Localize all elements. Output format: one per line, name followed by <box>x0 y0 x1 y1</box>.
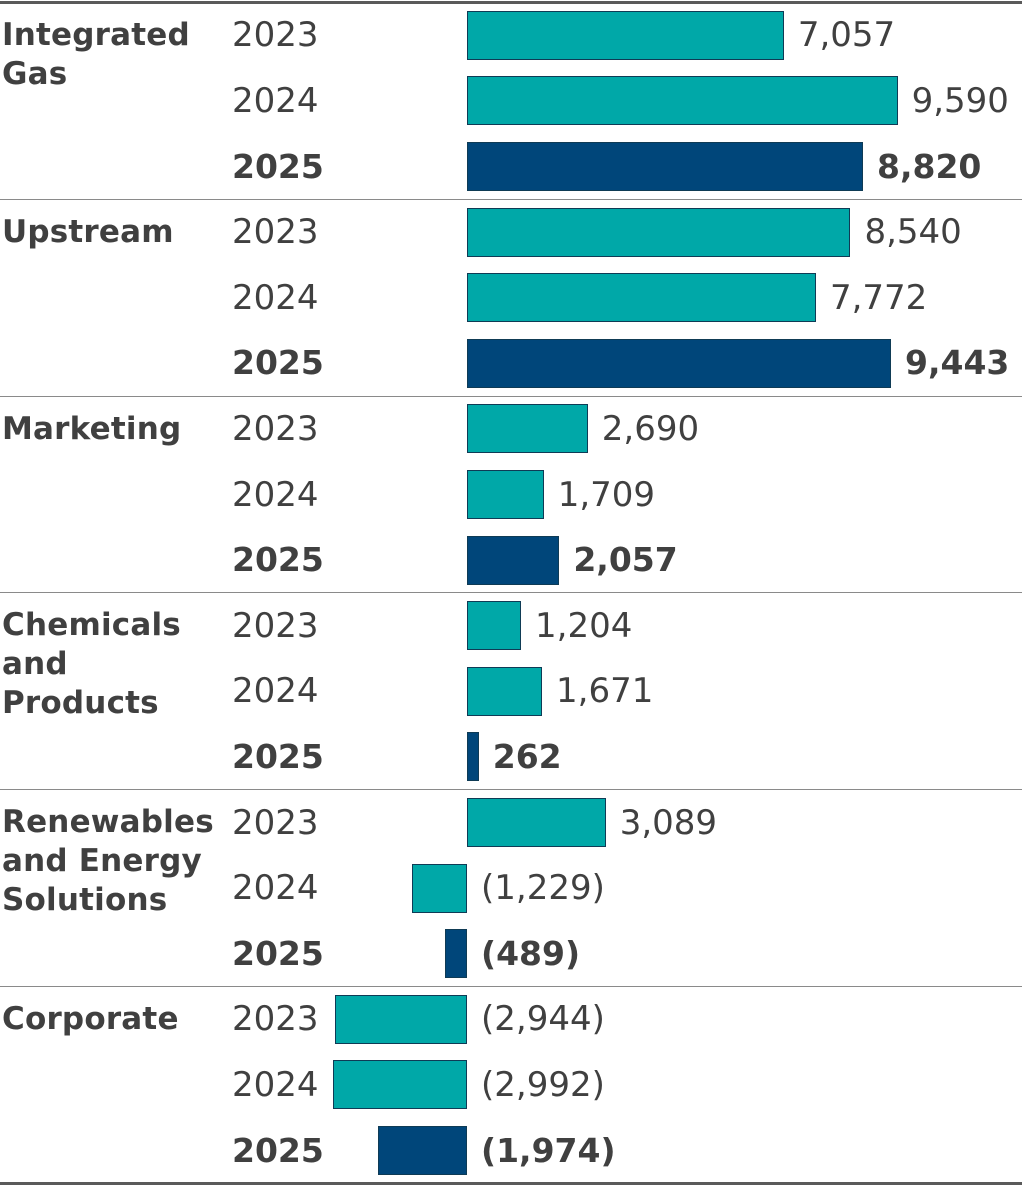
year-label: 2025 <box>232 343 324 383</box>
segment-label-line: Renewables <box>2 804 214 841</box>
data-label: (489) <box>481 933 581 973</box>
bar-2025 <box>467 732 479 782</box>
year-label: 2024 <box>232 1064 319 1105</box>
data-label: (2,992) <box>481 1064 605 1105</box>
segment-separator <box>0 789 1022 791</box>
bar-2023 <box>467 601 522 651</box>
year-label: 2025 <box>232 933 324 973</box>
year-label: 2023 <box>232 15 319 56</box>
bar-2024 <box>467 470 544 519</box>
segment-label: Corporate <box>2 1000 217 1039</box>
data-label: 3,089 <box>619 802 718 843</box>
segment-label: Renewables and Energy Solutions <box>2 803 217 920</box>
segment-label-line: Gas <box>2 56 68 92</box>
data-label: 7,057 <box>797 15 896 56</box>
segment-label: Upstream <box>2 213 217 252</box>
year-label: 2023 <box>232 999 319 1040</box>
segment-separator <box>0 592 1022 594</box>
bar-2024 <box>467 273 816 323</box>
segment-label-line: Marketing <box>2 410 182 447</box>
data-label: 262 <box>492 736 562 776</box>
data-label: 2,057 <box>573 540 678 580</box>
data-label: (1,229) <box>481 868 605 909</box>
data-label: 8,540 <box>864 212 962 253</box>
year-label: 2025 <box>232 146 324 186</box>
data-label: 9,443 <box>904 343 1010 383</box>
bar-2024 <box>467 666 543 716</box>
data-label: 8,820 <box>877 146 982 186</box>
segment-label: Marketing <box>2 410 217 449</box>
year-label: 2024 <box>232 80 319 121</box>
year-label: 2025 <box>232 540 324 580</box>
bar-2025 <box>467 338 891 388</box>
data-label: (2,944) <box>481 999 605 1040</box>
bar-2023 <box>467 798 606 847</box>
segment-label: Integrated Gas <box>2 16 217 94</box>
bar-2023 <box>334 994 467 1044</box>
data-label: 7,772 <box>829 277 928 318</box>
year-label: 2023 <box>232 212 319 253</box>
bar-2024 <box>467 76 898 126</box>
segment-label-line: Corporate <box>2 1001 179 1037</box>
data-label: 1,709 <box>557 474 656 515</box>
segment-label-line: Solutions <box>2 882 168 919</box>
data-label: 9,590 <box>911 80 1009 121</box>
bar-2023 <box>467 10 784 60</box>
segment-label: Chemicals and Products <box>2 606 217 723</box>
bar-2023 <box>467 207 851 257</box>
bar-2024 <box>332 1060 467 1110</box>
bar-2024 <box>411 863 467 913</box>
bar-2025 <box>378 1126 467 1175</box>
bar-2025 <box>467 535 560 585</box>
segment-separator <box>0 986 1022 987</box>
segment-separator <box>0 395 1022 397</box>
segment-label-line: Chemicals <box>2 607 181 644</box>
segment-label-line: Products <box>2 685 159 722</box>
year-label: 2025 <box>232 736 324 776</box>
data-label: 1,204 <box>535 605 633 646</box>
segment-label-line: and <box>2 646 68 683</box>
segment-label-line: Upstream <box>2 213 174 250</box>
year-label: 2024 <box>232 671 319 712</box>
data-label: 2,690 <box>601 408 700 449</box>
year-label: 2024 <box>232 868 319 909</box>
segment-separator <box>0 198 1022 200</box>
year-label: 2023 <box>232 802 319 843</box>
segment-separator <box>0 1181 1022 1185</box>
segment-label-line: and Energy <box>2 843 202 880</box>
bar-2025 <box>467 142 864 191</box>
data-label: (1,974) <box>481 1130 616 1170</box>
year-label: 2025 <box>232 1130 324 1170</box>
year-label: 2023 <box>232 605 319 646</box>
year-label: 2024 <box>232 474 319 515</box>
year-label: 2023 <box>232 408 319 449</box>
top-rule <box>0 1 1022 4</box>
bar-2023 <box>467 404 588 454</box>
bar-2025 <box>445 929 467 979</box>
year-label: 2024 <box>232 277 319 318</box>
data-label: 1,671 <box>556 671 654 712</box>
segment-label-line: Integrated <box>2 17 190 53</box>
